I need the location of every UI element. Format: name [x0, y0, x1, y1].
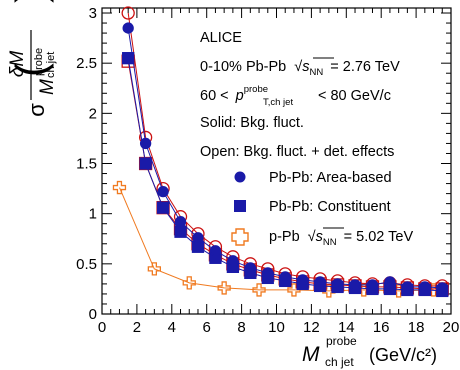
- data-point: [366, 279, 379, 291]
- annotation-collision: 0-10% Pb-Pb √sNN = 2.76 TeV: [200, 59, 400, 79]
- y-tick-label: 0.5: [76, 256, 97, 273]
- legend-marker-area: [234, 171, 246, 183]
- x-tick-label: 12: [303, 319, 320, 336]
- data-point: [122, 22, 134, 34]
- data-point: [252, 283, 266, 297]
- series-layer: [112, 6, 449, 298]
- legend-marker-constituent: [234, 200, 246, 212]
- data-point: [279, 271, 291, 283]
- x-tick-label: 10: [268, 319, 285, 336]
- legend-ppb-root-var: s: [316, 229, 323, 245]
- data-point: [139, 137, 152, 150]
- x-tick-label: 4: [168, 319, 176, 336]
- annotations: ALICE 0-10% Pb-Pb √sNN = 2.76 TeV 60 < p…: [200, 30, 400, 160]
- annotation-pt-var: p: [235, 88, 244, 104]
- y-tick-label: 1: [89, 206, 97, 223]
- data-point: [182, 276, 196, 290]
- x-axis-label-sup: probe: [326, 334, 357, 348]
- data-point: [112, 180, 127, 195]
- x-axis-label: M probe ch jet (GeV/c²): [302, 334, 437, 369]
- data-point: [122, 52, 135, 65]
- annotation-pt-sup: probe: [244, 84, 268, 95]
- legend-ppb-sqrt: √: [308, 229, 316, 245]
- data-point: [217, 281, 231, 295]
- y-tick-label: 0: [89, 306, 97, 323]
- annotation-pt-hi: < 80 GeV/c: [318, 88, 391, 104]
- x-tick-label: 20: [443, 319, 460, 336]
- annotation-solid-note: Solid: Bkg. fluct.: [200, 115, 304, 131]
- y-axis-label-sigma: σ: [24, 103, 49, 117]
- annotation-pt-sub: T,ch jet: [263, 97, 293, 108]
- data-point: [297, 274, 309, 286]
- annotation-open-note: Open: Bkg. fluct. + det. effects: [200, 144, 394, 160]
- data-point: [227, 255, 239, 267]
- x-axis-label-unit: (GeV/c²): [369, 345, 437, 365]
- y-axis-label-den-sub: ch jet: [45, 52, 57, 78]
- data-point: [331, 278, 344, 290]
- y-tick-label: 2: [89, 105, 97, 122]
- data-point: [419, 281, 431, 293]
- x-tick-label: 14: [338, 319, 355, 336]
- data-point: [287, 283, 301, 297]
- y-tick-labels: 0 0.5 1 1.5 2 2.5 3: [76, 5, 97, 323]
- data-point: [436, 282, 448, 294]
- data-point: [314, 276, 326, 288]
- data-point: [156, 201, 170, 214]
- y-tick-label: 2.5: [76, 55, 97, 72]
- legend-label-ppb: p-Pb √sNN = 5.02 TeV: [269, 229, 413, 249]
- legend-ppb-root-sub: NN: [323, 237, 337, 248]
- legend-ppb-energy: = 5.02 TeV: [344, 229, 414, 245]
- x-tick-label: 0: [98, 319, 106, 336]
- x-tick-labels: 0 2 4 6 8 10 12 14 16 18 20: [98, 319, 460, 336]
- data-point: [174, 216, 187, 228]
- data-point: [174, 225, 187, 238]
- x-axis-label-main: M: [302, 343, 320, 366]
- x-axis-label-sub: ch jet: [325, 355, 354, 369]
- annotation-collision-prefix: 0-10% Pb-Pb: [200, 59, 286, 75]
- data-point: [147, 262, 161, 276]
- y-axis-label-close-paren: ): [7, 0, 54, 3]
- data-point: [192, 232, 204, 244]
- legend-ppb-prefix: p-Pb: [269, 229, 300, 245]
- data-point: [121, 6, 135, 20]
- y-axis-label-numerator: δM: [7, 51, 28, 78]
- x-tick-label: 8: [237, 319, 245, 336]
- legend-label-constituent: Pb-Pb: Constituent: [269, 199, 391, 215]
- x-tick-label: 18: [408, 319, 425, 336]
- data-point: [401, 281, 414, 293]
- y-tick-label: 1.5: [76, 156, 97, 173]
- y-axis-label-denominator: M: [37, 79, 58, 95]
- data-point: [139, 157, 152, 170]
- annotation-collision-energy: = 2.76 TeV: [330, 59, 400, 75]
- annotation-pt-range: 60 < pprobe T,ch jet < 80 GeV/c: [200, 80, 391, 109]
- y-axis-label: σ ( δM M probe ch jet ): [7, 0, 58, 117]
- legend-label-area: Pb-Pb: Area-based: [269, 170, 392, 186]
- x-tick-label: 6: [203, 319, 211, 336]
- data-point: [262, 267, 274, 279]
- y-axis-label-den-sup: probe: [33, 48, 45, 76]
- x-tick-label: 16: [373, 319, 390, 336]
- data-point: [244, 262, 256, 274]
- data-point: [384, 276, 396, 288]
- y-tick-label: 3: [89, 5, 97, 22]
- annotation-collision-root-sub: NN: [310, 67, 324, 78]
- annotation-pt-lo: 60 <: [200, 88, 229, 104]
- legend: Pb-Pb: Area-based Pb-Pb: Constituent p-P…: [231, 170, 413, 249]
- data-point: [209, 245, 222, 257]
- legend-marker-ppb: [231, 228, 249, 246]
- axis-ticks: [101, 8, 452, 315]
- annotation-collision-root-var: s: [302, 59, 309, 75]
- x-tick-label: 2: [133, 319, 141, 336]
- data-point: [157, 185, 169, 198]
- data-point: [349, 279, 361, 291]
- series-filled-circle: [122, 22, 448, 294]
- annotation-collision-sqrt: √: [294, 59, 302, 75]
- annotation-experiment: ALICE: [200, 30, 242, 46]
- series-line: [119, 187, 434, 292]
